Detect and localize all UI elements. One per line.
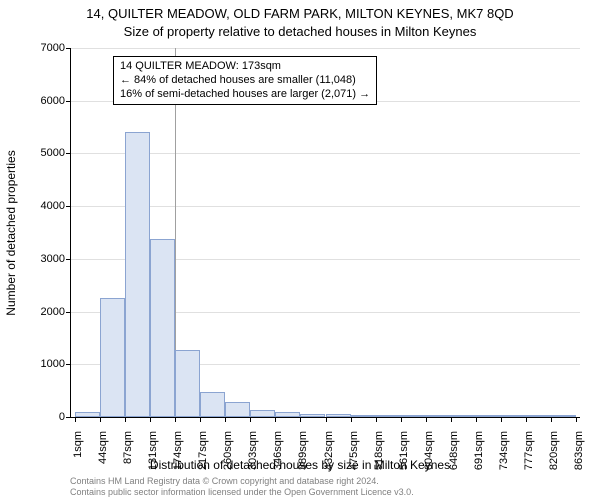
annotation-box: 14 QUILTER MEADOW: 173sqm ← 84% of detac…	[113, 56, 377, 105]
xtick-mark	[526, 418, 527, 422]
xtick-mark	[100, 418, 101, 422]
ytick-label: 7000	[25, 42, 65, 54]
histogram-bar	[150, 239, 175, 417]
xtick-label: 432sqm	[323, 431, 335, 491]
ytick-label: 3000	[25, 253, 65, 265]
histogram-bar	[250, 410, 275, 417]
ytick-mark	[66, 259, 70, 260]
xtick-label: 389sqm	[297, 431, 309, 491]
xtick-label: 217sqm	[197, 431, 209, 491]
xtick-label: 648sqm	[448, 431, 460, 491]
ytick-label: 5000	[25, 147, 65, 159]
histogram-bar	[376, 415, 401, 417]
xtick-label: 1sqm	[72, 431, 84, 491]
xtick-label: 777sqm	[523, 431, 535, 491]
gridline	[71, 48, 580, 49]
ytick-label: 0	[25, 411, 65, 423]
xtick-label: 820sqm	[548, 431, 560, 491]
xtick-mark	[501, 418, 502, 422]
histogram-bar	[125, 132, 150, 417]
annotation-line3: 16% of semi-detached houses are larger (…	[120, 88, 370, 102]
annotation-line1: 14 QUILTER MEADOW: 173sqm	[120, 60, 370, 74]
xtick-mark	[451, 418, 452, 422]
xtick-mark	[200, 418, 201, 422]
ytick-mark	[66, 48, 70, 49]
xtick-label: 734sqm	[498, 431, 510, 491]
ytick-mark	[66, 101, 70, 102]
xtick-mark	[351, 418, 352, 422]
xtick-mark	[275, 418, 276, 422]
xtick-label: 475sqm	[348, 431, 360, 491]
xtick-mark	[225, 418, 226, 422]
xtick-label: 87sqm	[122, 431, 134, 491]
xtick-mark	[125, 418, 126, 422]
xtick-label: 691sqm	[473, 431, 485, 491]
xtick-label: 44sqm	[97, 431, 109, 491]
histogram-bar	[275, 412, 300, 417]
ytick-label: 2000	[25, 306, 65, 318]
xtick-label: 260sqm	[222, 431, 234, 491]
xtick-mark	[75, 418, 76, 422]
ytick-label: 1000	[25, 358, 65, 370]
xtick-label: 604sqm	[423, 431, 435, 491]
ytick-mark	[66, 364, 70, 365]
annotation-line2: ← 84% of detached houses are smaller (11…	[120, 74, 370, 88]
histogram-bar	[476, 415, 501, 417]
xtick-label: 346sqm	[272, 431, 284, 491]
xtick-label: 174sqm	[172, 431, 184, 491]
chart-container: 14, QUILTER MEADOW, OLD FARM PARK, MILTO…	[0, 0, 600, 500]
ytick-label: 4000	[25, 200, 65, 212]
xtick-mark	[376, 418, 377, 422]
ytick-mark	[66, 417, 70, 418]
xtick-mark	[300, 418, 301, 422]
histogram-bar	[100, 298, 125, 417]
ytick-mark	[66, 206, 70, 207]
chart-supertitle: 14, QUILTER MEADOW, OLD FARM PARK, MILTO…	[0, 6, 600, 21]
xtick-mark	[150, 418, 151, 422]
ytick-label: 6000	[25, 95, 65, 107]
histogram-bar	[326, 414, 351, 417]
xtick-label: 863sqm	[573, 431, 585, 491]
histogram-bar	[526, 415, 551, 417]
xtick-label: 131sqm	[147, 431, 159, 491]
histogram-bar	[401, 415, 426, 417]
histogram-bar	[300, 414, 325, 417]
xtick-mark	[250, 418, 251, 422]
xtick-mark	[576, 418, 577, 422]
xtick-mark	[326, 418, 327, 422]
plot-area: 14 QUILTER MEADOW: 173sqm ← 84% of detac…	[70, 48, 580, 418]
ytick-mark	[66, 312, 70, 313]
xtick-label: 518sqm	[373, 431, 385, 491]
histogram-bar	[75, 412, 100, 417]
histogram-bar	[451, 415, 476, 417]
xtick-mark	[551, 418, 552, 422]
histogram-bar	[426, 415, 451, 417]
histogram-bar	[225, 402, 250, 417]
ytick-mark	[66, 153, 70, 154]
xtick-label: 303sqm	[247, 431, 259, 491]
xtick-mark	[175, 418, 176, 422]
chart-title: Size of property relative to detached ho…	[0, 24, 600, 39]
histogram-bar	[175, 350, 200, 417]
xtick-label: 561sqm	[398, 431, 410, 491]
histogram-bar	[551, 415, 576, 417]
xtick-mark	[426, 418, 427, 422]
histogram-bar	[501, 415, 526, 417]
xtick-mark	[476, 418, 477, 422]
histogram-bar	[200, 392, 225, 417]
histogram-bar	[351, 415, 376, 417]
y-axis-label: Number of detached properties	[4, 0, 18, 233]
xtick-mark	[401, 418, 402, 422]
